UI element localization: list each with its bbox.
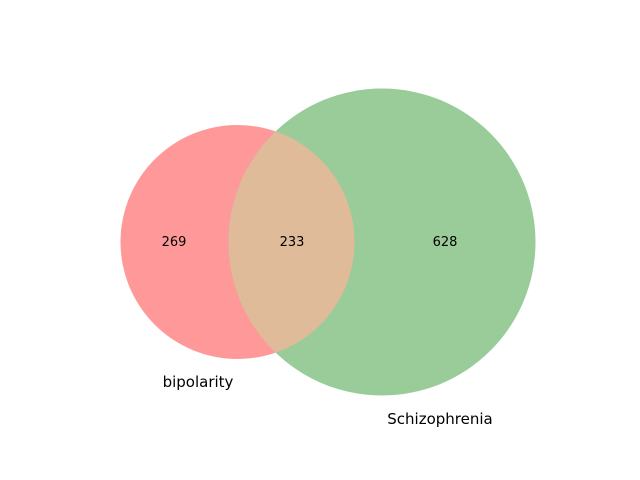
schizophrenia-only-count: 628 xyxy=(433,235,458,250)
bipolarity-only-count: 269 xyxy=(162,235,187,250)
overlap-region xyxy=(228,125,355,359)
schizophrenia-label: Schizophrenia xyxy=(387,410,492,428)
bipolarity-label: bipolarity xyxy=(163,373,234,391)
overlap-count: 233 xyxy=(280,235,305,250)
